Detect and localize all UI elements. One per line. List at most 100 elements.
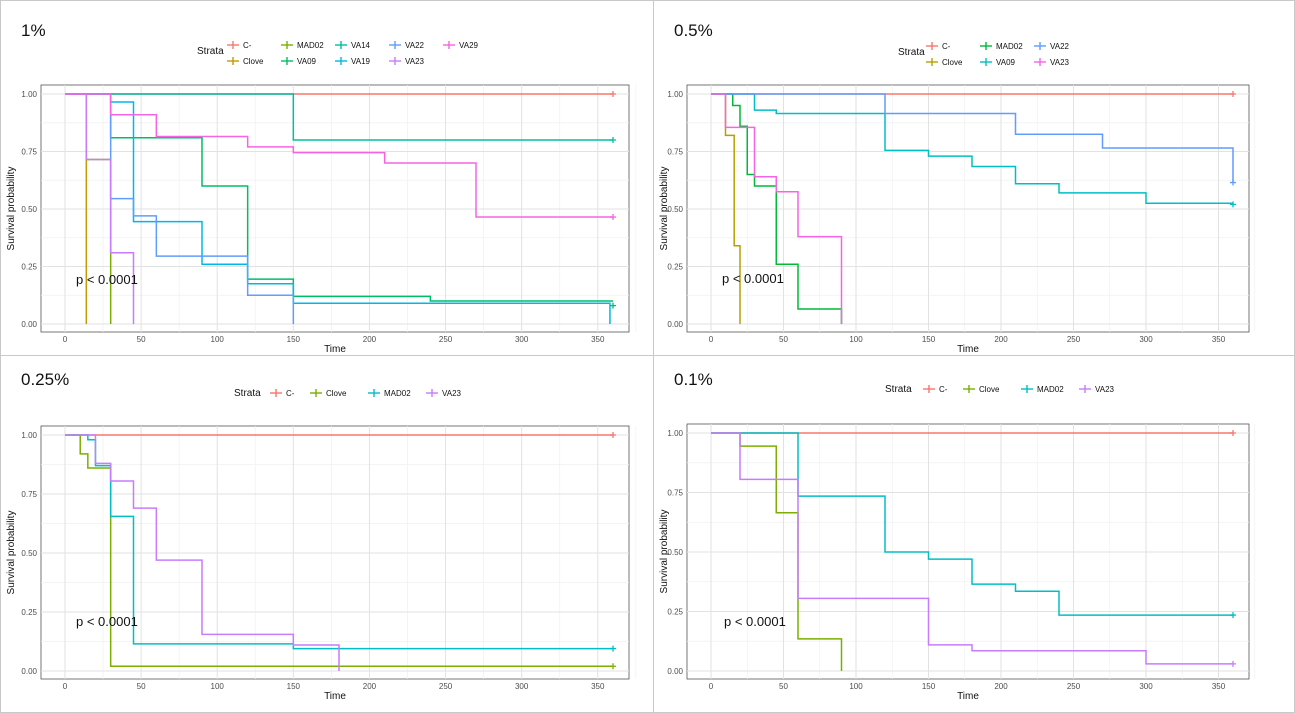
censor-mark-mad02 xyxy=(1230,612,1236,619)
legend-label: C- xyxy=(243,41,252,50)
y-tick-label: 0.00 xyxy=(21,320,37,329)
x-tick-label: 150 xyxy=(287,682,301,691)
x-tick-label: 150 xyxy=(287,335,301,344)
legend-item-va09: VA09 xyxy=(980,58,1016,67)
x-tick-label: 50 xyxy=(137,335,146,344)
legend-item-clove: Clove xyxy=(310,389,347,398)
y-tick-label: 1.00 xyxy=(21,90,37,99)
legend-title: Strata xyxy=(898,47,925,58)
censor-mark-clove xyxy=(610,663,616,670)
legend-label: VA09 xyxy=(996,58,1016,67)
x-tick-label: 50 xyxy=(779,335,788,344)
series-line-clove xyxy=(65,434,613,668)
legend-item-va22: VA22 xyxy=(389,41,425,50)
y-tick-label: 0.00 xyxy=(667,667,683,676)
legend-label: VA23 xyxy=(405,57,425,66)
y-axis-label: Survival probability xyxy=(659,510,670,594)
y-axis-label: Survival probability xyxy=(6,167,17,251)
legend-label: MAD02 xyxy=(384,389,411,398)
x-tick-label: 200 xyxy=(363,682,377,691)
x-tick-label: 0 xyxy=(63,335,68,344)
chart-panel-0-1pct: 0.1% 0 50 100 150 200 250 300 350 0.00 0.25 0.50 0.… xyxy=(654,356,1295,713)
legend-label: VA23 xyxy=(1050,58,1070,67)
legend-item-c: C- xyxy=(926,42,951,51)
panel-label: 1% xyxy=(21,21,46,40)
censor-mark-va14 xyxy=(610,137,616,143)
y-tick-label: 0.00 xyxy=(21,667,37,676)
x-tick-label: 200 xyxy=(363,335,377,344)
y-tick-label: 0.75 xyxy=(667,148,683,157)
legend-label: MAD02 xyxy=(297,41,324,50)
y-axis-label: Survival probability xyxy=(6,511,17,595)
p-value: p < 0.0001 xyxy=(724,614,786,629)
legend-label: VA09 xyxy=(297,57,317,66)
x-tick-label: 0 xyxy=(63,682,68,691)
y-tick-label: 1.00 xyxy=(667,90,683,99)
censor-mark-c xyxy=(1230,91,1236,97)
x-tick-label: 150 xyxy=(922,682,936,691)
y-tick-label: 0.25 xyxy=(21,608,37,617)
y-tick-label: 0.50 xyxy=(21,205,37,214)
x-tick-label: 100 xyxy=(211,335,225,344)
legend-label: VA14 xyxy=(351,41,371,50)
x-tick-label: 100 xyxy=(211,682,225,691)
x-tick-label: 250 xyxy=(439,682,453,691)
chart-panel-1pct: 1% 0 50 100 150 200 250 300 350 0.00 0.25 0.50 0.75… xyxy=(0,0,654,356)
series-line-va23 xyxy=(711,432,1233,665)
legend-item-va23: VA23 xyxy=(389,57,425,66)
panel-label: 0.5% xyxy=(674,21,713,40)
x-tick-label: 300 xyxy=(515,682,529,691)
x-tick-label: 250 xyxy=(1067,335,1081,344)
y-tick-label: 0.75 xyxy=(667,489,683,498)
legend-label: C- xyxy=(942,42,951,51)
censor-mark-c xyxy=(610,432,616,438)
legend-item-va09: VA09 xyxy=(281,57,317,66)
x-tick-label: 0 xyxy=(709,335,714,344)
legend-title: Strata xyxy=(234,388,261,399)
chart-panel-0-25pct: 0.25% 0 50 100 150 200 250 300 350 0.00 0.25 0.50 0… xyxy=(0,356,654,713)
y-tick-label: 0.00 xyxy=(667,320,683,329)
legend-item-va23: VA23 xyxy=(1079,385,1115,394)
legend-item-clove: Clove xyxy=(227,57,264,66)
x-tick-label: 50 xyxy=(779,682,788,691)
y-tick-label: 0.50 xyxy=(667,548,683,557)
x-tick-label: 200 xyxy=(994,335,1008,344)
x-axis-label: Time xyxy=(957,691,979,702)
censor-mark-va09 xyxy=(1230,201,1236,208)
series-line-va23 xyxy=(65,434,340,671)
legend-item-va22: VA22 xyxy=(1034,42,1070,51)
censor-mark-c xyxy=(1230,430,1236,436)
legend-item-mad02: MAD02 xyxy=(1021,385,1064,394)
x-tick-label: 300 xyxy=(1139,335,1153,344)
x-tick-label: 0 xyxy=(709,682,714,691)
legend-label: Clove xyxy=(326,389,347,398)
p-value: p < 0.0001 xyxy=(76,614,138,629)
y-tick-label: 1.00 xyxy=(21,431,37,440)
legend-item-va29: VA29 xyxy=(443,41,479,50)
legend-label: C- xyxy=(286,389,295,398)
series-line-va29 xyxy=(65,93,613,218)
legend-item-va23: VA23 xyxy=(426,389,462,398)
y-tick-label: 0.75 xyxy=(21,148,37,157)
series-line-va23 xyxy=(711,93,843,324)
censor-mark-va09 xyxy=(610,302,616,309)
x-axis-label: Time xyxy=(324,344,346,355)
legend-label: Clove xyxy=(942,58,963,67)
x-tick-label: 200 xyxy=(994,682,1008,691)
legend-item-va19: VA19 xyxy=(335,57,371,66)
p-value: p < 0.0001 xyxy=(76,272,138,287)
legend-title: Strata xyxy=(197,46,224,57)
x-axis-label: Time xyxy=(324,691,346,702)
legend-item-clove: Clove xyxy=(926,58,963,67)
legend-item-c: C- xyxy=(923,385,948,394)
chart-panel-0-5pct: 0.5% 0 50 100 150 200 250 300 350 0.00 0.25 0.50 0.… xyxy=(654,0,1295,356)
legend-item-c: C- xyxy=(227,41,252,50)
legend-item-clove: Clove xyxy=(963,385,1000,394)
panel-label: 0.25% xyxy=(21,370,70,389)
legend-label: Clove xyxy=(243,57,264,66)
censor-mark-mad02 xyxy=(610,645,616,652)
x-tick-label: 300 xyxy=(515,335,529,344)
legend-label: MAD02 xyxy=(1037,385,1064,394)
legend-item-va14: VA14 xyxy=(335,41,371,50)
y-tick-label: 1.00 xyxy=(667,429,683,438)
